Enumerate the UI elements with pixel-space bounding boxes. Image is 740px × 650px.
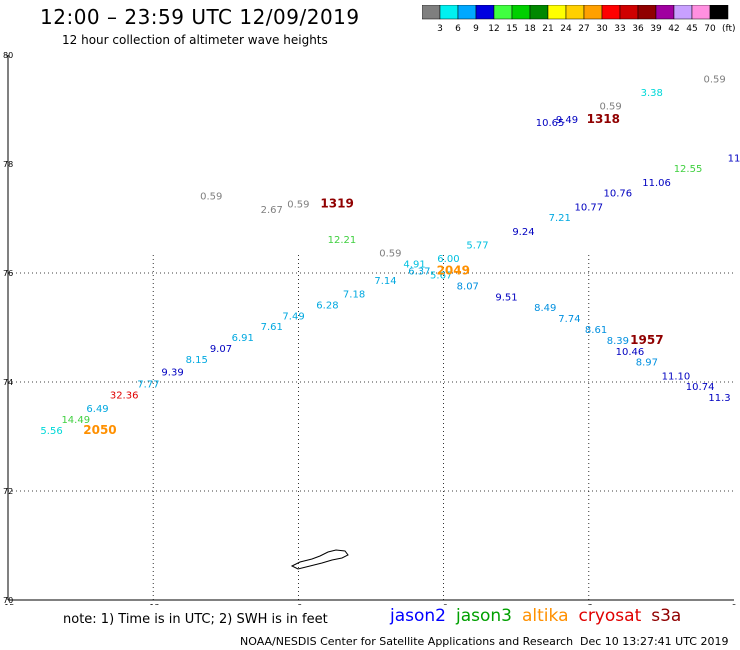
wave-height-label: 11.3 (708, 393, 730, 404)
pass-time-label: 1957 (630, 333, 663, 347)
satellite-legend: jason2 jason3 altika cryosat s3a (390, 606, 691, 626)
wave-height-label: 7.61 (261, 322, 283, 333)
wave-height-label: 6.91 (232, 333, 254, 344)
satellite-jason3: jason3 (456, 606, 512, 626)
lon-tick-label: -15 (1, 603, 14, 605)
wave-height-label: 7.21 (549, 213, 571, 224)
lat-tick-label: 76 (3, 269, 13, 278)
wave-height-label: 11.10 (662, 371, 691, 382)
wave-height-label: 12.21 (328, 235, 357, 246)
scale-label: 42 (668, 24, 679, 34)
satellite-s3a: s3a (651, 606, 682, 626)
credit-text: NOAA/NESDIS Center for Satellite Applica… (240, 635, 574, 648)
wave-height-label: 5.56 (40, 426, 62, 437)
lon-tick-label: 0 (731, 603, 736, 605)
wave-height-label: 0.59 (287, 200, 309, 211)
wave-height-label: 7.14 (374, 276, 396, 287)
wave-height-label: 10.46 (616, 347, 645, 358)
scale-label: 3 (437, 24, 443, 34)
wave-height-label: 8.07 (457, 281, 479, 292)
scale-label: 15 (506, 24, 517, 34)
units-note: note: 1) Time is in UTC; 2) SWH is in fe… (63, 612, 328, 627)
wave-height-label: 5.77 (466, 240, 488, 251)
wave-height-label: 11.06 (642, 178, 671, 189)
scale-label: 30 (596, 24, 608, 34)
scale-label: 12 (488, 24, 499, 34)
scale-label: 21 (542, 24, 553, 34)
wave-height-label: 0.59 (200, 191, 222, 202)
wave-height-label: 11 (728, 153, 740, 164)
wave-height-label: 8.97 (636, 358, 658, 369)
wave-height-label: 6.28 (316, 300, 338, 311)
wave-height-label: 9.24 (512, 227, 534, 238)
lon-tick-label: -12 (147, 603, 160, 605)
scale-label: 9 (473, 24, 479, 34)
satellite-altika: altika (522, 606, 569, 626)
scale-label: 33 (614, 24, 625, 34)
lat-tick-label: 80 (3, 51, 13, 60)
wave-height-label: 10.77 (574, 202, 603, 213)
wave-height-label: 0.59 (599, 102, 621, 113)
wave-height-label: 8.49 (534, 303, 556, 314)
lat-tick-label: 74 (3, 378, 13, 387)
pass-time-label: 2050 (83, 423, 116, 437)
scale-label: 24 (560, 24, 572, 34)
lat-tick-label: 70 (3, 596, 13, 605)
wave-height-map: -15-12-9-6-307072747678800.593.380.59131… (1, 51, 740, 605)
satellite-jason2: jason2 (390, 606, 446, 626)
scale-label: 18 (524, 24, 536, 34)
scale-label: 39 (650, 24, 662, 34)
wave-height-label: 7.18 (343, 290, 365, 301)
wave-height-label: 6.49 (86, 404, 108, 415)
lat-tick-label: 72 (3, 487, 13, 496)
wave-height-label: 9.07 (210, 344, 232, 355)
wave-height-label: 7.74 (558, 314, 580, 325)
scale-unit: (ft) (722, 24, 736, 34)
wave-height-label: 0.59 (704, 74, 726, 85)
lon-tick-label: -9 (294, 603, 302, 605)
wave-height-label: 10.65 (536, 118, 565, 129)
island-outline (290, 549, 349, 570)
wave-height-label: 9.51 (495, 292, 517, 303)
wave-height-label: 2.67 (261, 205, 283, 216)
wave-height-label: 9.49 (556, 115, 578, 126)
scale-label: 45 (686, 24, 697, 34)
scale-label: 6 (455, 24, 461, 34)
wave-height-label: 32.36 (110, 390, 139, 401)
satellite-cryosat: cryosat (578, 606, 642, 626)
wave-height-label: 5.67 (430, 270, 452, 281)
wave-height-label: 9.39 (161, 367, 183, 378)
wave-height-label: 6.37 (408, 267, 430, 278)
wave-height-label: 4.91 (403, 260, 425, 271)
wave-height-label: 6.00 (437, 254, 459, 265)
map-subtitle: 12 hour collection of altimeter wave hei… (62, 33, 328, 47)
scale-label: 70 (704, 24, 716, 34)
lat-tick-label: 78 (3, 160, 13, 169)
scale-swatch (709, 5, 729, 20)
wave-height-label: 10.74 (686, 382, 715, 393)
scale-label: 36 (632, 24, 644, 34)
wave-height-label: 8.39 (607, 336, 629, 347)
pass-time-label: 1318 (587, 112, 620, 126)
timestamp-text: Dec 10 13:27:41 UTC 2019 (580, 635, 729, 648)
wave-height-label: 3.38 (641, 88, 663, 99)
wave-height-label: 8.15 (186, 355, 208, 366)
scale-label: 27 (578, 24, 589, 34)
wave-height-label: 14.49 (61, 415, 90, 426)
wave-height-label: 8.61 (585, 325, 607, 336)
wave-height-label: 7.77 (137, 379, 159, 390)
wave-height-label: 12.55 (674, 164, 703, 175)
pass-time-label: 2049 (437, 264, 470, 278)
lon-tick-label: -6 (440, 603, 448, 605)
wave-height-label: 7.49 (282, 311, 304, 322)
wave-height-label: 10.76 (604, 189, 633, 200)
wave-height-label: 0.59 (379, 249, 401, 260)
pass-time-label: 1319 (320, 197, 353, 211)
map-title: 12:00 – 23:59 UTC 12/09/2019 (40, 5, 360, 29)
lon-tick-label: -3 (585, 603, 593, 605)
color-scale-legend: 3 6 9 12 15 18 21 24 27 30 33 36 39 42 45 70 (ft) (422, 5, 736, 34)
